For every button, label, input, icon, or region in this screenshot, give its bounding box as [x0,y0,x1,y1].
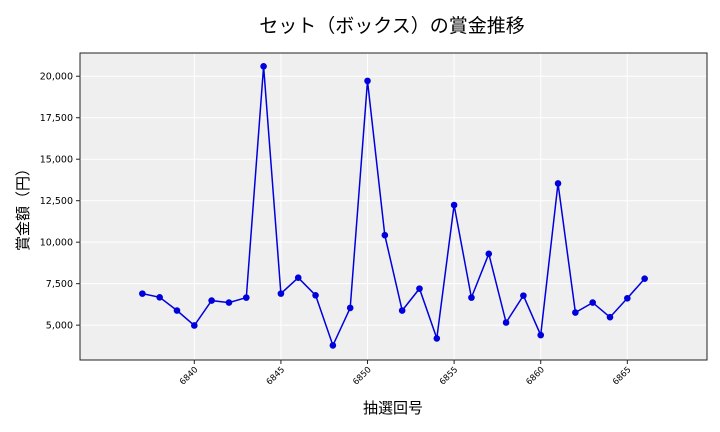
x-tick-label: 6860 [524,365,546,387]
data-point-marker [191,322,198,329]
data-series [139,62,648,349]
data-point-marker [450,201,458,209]
data-point-marker [139,290,146,297]
y-axis-label: 賞金額（円） [14,161,32,251]
x-tick-label: 6840 [178,365,200,387]
data-point-marker [381,231,389,239]
data-point-marker [242,294,250,301]
data-point-marker [624,294,631,302]
data-point-marker [312,291,319,299]
data-point-marker [277,290,285,297]
y-tick-label: 10,000 [40,238,73,249]
data-point-marker [485,250,493,258]
data-point-marker [468,294,475,301]
data-point-marker [641,275,648,282]
data-point-marker [329,342,337,349]
y-tick-label: 7,500 [46,279,73,290]
data-point-marker [589,299,596,306]
data-point-marker [433,335,441,342]
plot-background [80,53,707,360]
y-tick-label: 5,000 [46,321,73,332]
data-point-marker [173,307,181,314]
y-tick-label: 12,500 [40,196,73,207]
x-tick-label: 6850 [351,365,373,387]
data-point-marker [225,299,233,306]
data-point-marker [260,62,267,70]
data-point-marker [520,292,527,299]
y-tick-label: 15,000 [40,155,73,166]
y-axis: 5,000 7,500 10,000 12,500 15,000 17,500 20,000 [40,72,80,332]
data-point-marker [416,285,423,292]
y-tick-label: 17,500 [40,113,73,124]
data-point-marker [537,331,545,339]
data-point-marker [554,180,562,187]
data-point-marker [208,297,215,304]
data-point-marker [294,274,302,281]
data-point-marker [502,319,510,326]
x-axis-label: 抽選回号 [363,399,423,417]
data-point-marker [572,309,579,316]
data-point-marker [346,304,354,312]
data-point-marker [606,313,614,321]
chart-title: セット（ボックス）の賞金推移 [259,15,524,37]
x-tick-label: 6865 [611,365,633,387]
data-point-marker [364,77,371,85]
x-tick-label: 6855 [438,365,460,387]
plot-area [79,52,708,361]
y-tick-label: 20,000 [40,72,73,83]
plot-frame [79,52,708,361]
x-tick-label: 6845 [265,365,287,387]
x-axis: 6840 6845 6850 6855 6860 6865 [178,360,633,387]
data-point-marker [398,307,406,314]
data-point-marker [156,293,163,301]
